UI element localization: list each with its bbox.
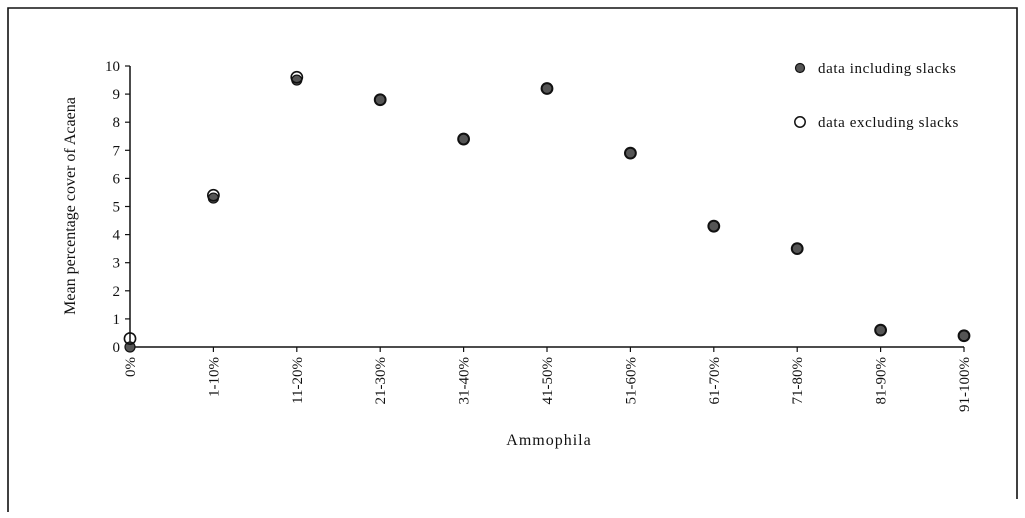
legend-marker: [794, 116, 806, 128]
legend-item: data excluding slacks: [794, 115, 959, 131]
y-tick-label: 0: [113, 340, 121, 356]
legend-item: data including slacks: [794, 61, 956, 77]
x-tick-label: 0%: [123, 357, 139, 377]
y-tick-label: 8: [113, 115, 121, 131]
data-points: [123, 70, 971, 353]
data-point: [457, 132, 470, 146]
x-tick-label: 71-80%: [790, 357, 806, 405]
legend-label: data excluding slacks: [818, 115, 959, 131]
x-tick-label: 51-60%: [623, 357, 639, 405]
x-tick-label: 21-30%: [373, 357, 389, 405]
data-point: [290, 70, 304, 84]
x-tick-label: 81-90%: [874, 357, 890, 405]
y-tick-label: 5: [113, 200, 121, 216]
x-tick-label: 1-10%: [206, 357, 222, 397]
data-point: [373, 93, 387, 107]
x-axis-title: Ammophila: [506, 432, 591, 449]
y-tick-label: 7: [113, 143, 121, 159]
y-tick-label: 1: [113, 312, 121, 328]
chart-border: [7, 7, 1018, 512]
data-point: [790, 242, 804, 256]
y-tick-label: 2: [113, 284, 121, 300]
legend-marker: [794, 62, 806, 74]
y-tick-labels: 0 1 2 3 4 5 6 7 8 9 10: [105, 59, 121, 356]
x-tick-label: 31-40%: [457, 357, 473, 405]
y-tick-label: 4: [113, 228, 121, 244]
axes: [125, 65, 965, 352]
data-point: [624, 146, 637, 160]
data-point: [206, 188, 220, 202]
x-tick-labels: 0% 1-10% 11-20% 21-30% 31-40% 41-50% 51-60% 61-…: [123, 357, 973, 412]
y-tick-label: 10: [105, 59, 120, 75]
y-tick-label: 6: [113, 171, 121, 187]
y-axis-title: Mean percentage cover of Acaena: [62, 97, 79, 315]
legend: data including slacks data excluding slac…: [794, 61, 959, 131]
series-excluding-slacks: [123, 70, 971, 345]
data-point: [123, 332, 137, 345]
data-point: [957, 329, 971, 343]
x-tick-label: 61-70%: [707, 357, 723, 405]
data-point: [124, 341, 136, 353]
y-tick-label: 3: [113, 256, 121, 272]
x-tick-label: 91-100%: [957, 357, 973, 412]
x-tick-label: 11-20%: [290, 357, 306, 404]
y-tick-label: 9: [113, 87, 121, 103]
data-point: [874, 323, 887, 337]
x-tick-label: 41-50%: [540, 357, 556, 405]
data-point: [707, 219, 721, 233]
data-point: [540, 82, 554, 95]
chart-frame: [7, 7, 1018, 512]
legend-label: data including slacks: [818, 61, 956, 77]
